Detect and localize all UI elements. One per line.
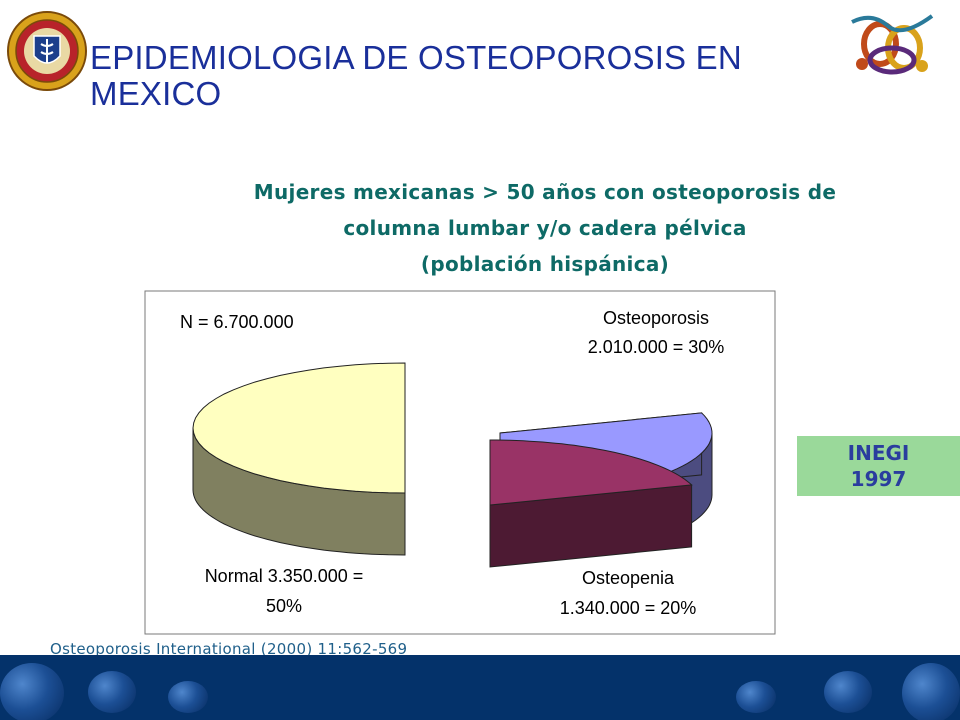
label-osteoporosis-name: Osteoporosis — [603, 308, 709, 328]
footer-bar — [0, 655, 960, 720]
title-line-1: EPIDEMIOLOGIA DE OSTEOPOROSIS EN — [90, 39, 742, 76]
title-line-2: MEXICO — [90, 75, 222, 112]
citation: Osteoporosis International (2000) 11:562… — [50, 640, 408, 658]
subtitle-line-2: columna lumbar y/o cadera pélvica — [343, 216, 747, 240]
chart-subtitle: Mujeres mexicanas > 50 años con osteopor… — [150, 174, 940, 282]
pie-slice-normal — [192, 362, 406, 494]
slide-title: EPIDEMIOLOGIA DE OSTEOPOROSIS EN MEXICO — [90, 40, 810, 112]
badge-line-2: 1997 — [850, 467, 907, 491]
label-osteopenia-name: Osteopenia — [582, 568, 675, 588]
label-osteoporosis-value: 2.010.000 = 30% — [588, 337, 725, 357]
decorative-bubble — [88, 671, 136, 713]
label-normal-value: 50% — [266, 596, 302, 616]
badge-line-1: INEGI — [847, 441, 910, 465]
decorative-bubble — [902, 663, 960, 720]
chart-annotation-n: N = 6.700.000 — [180, 312, 294, 332]
university-seal-logo — [7, 11, 87, 91]
label-osteopenia-value: 1.340.000 = 20% — [560, 598, 697, 618]
decorative-bubble — [824, 671, 872, 713]
decorative-bubble — [168, 681, 208, 713]
source-badge: INEGI 1997 — [797, 436, 960, 496]
decorative-bubble — [736, 681, 776, 713]
label-normal-name: Normal 3.350.000 = — [205, 566, 364, 586]
decorative-bubble — [0, 663, 64, 720]
pie-slices — [192, 362, 713, 568]
subtitle-line-3: (población hispánica) — [420, 252, 670, 276]
subtitle-line-1: Mujeres mexicanas > 50 años con osteopor… — [253, 180, 837, 204]
pie-slice-osteopenia — [489, 439, 693, 506]
emblem-logo — [851, 14, 934, 75]
